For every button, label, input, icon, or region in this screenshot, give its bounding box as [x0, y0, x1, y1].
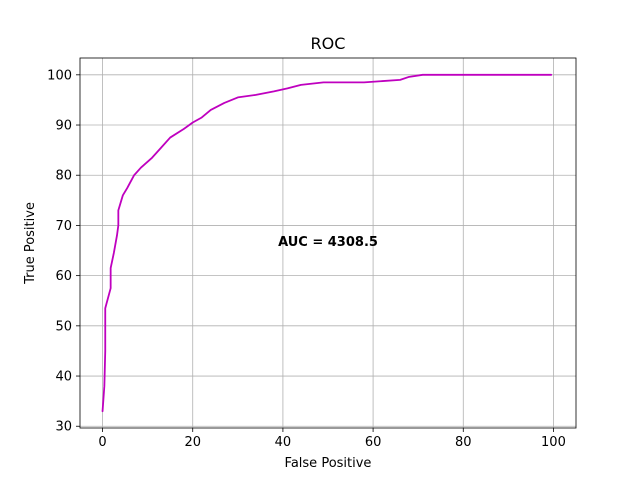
x-tick-label: 0: [98, 435, 106, 450]
x-tick-label: 80: [455, 435, 472, 450]
y-tick-label: 90: [55, 119, 72, 134]
x-axis-label: False Positive: [285, 456, 372, 471]
series-layer: [101, 73, 553, 413]
y-tick-label: 80: [55, 169, 72, 184]
y-tick-label: 100: [47, 68, 72, 83]
y-tick-label: 60: [55, 269, 72, 284]
y-tick-label: 50: [55, 319, 72, 334]
x-tick-label: 20: [184, 435, 201, 450]
grid: [80, 58, 576, 428]
chart-title: ROC: [311, 34, 346, 53]
x-tick-label: 100: [541, 435, 566, 450]
y-axis-label: True Positive: [23, 202, 38, 285]
auc-annotation: AUC = 4308.5: [278, 235, 378, 250]
y-tick-label: 70: [55, 219, 72, 234]
y-tick-label: 40: [55, 370, 72, 385]
y-tick-label: 30: [55, 420, 72, 435]
ticks: 0 20 40 60 80 100 30 40 50 60 70 80 90 100: [47, 68, 566, 450]
x-tick-label: 60: [365, 435, 382, 450]
plot-frame: [79, 57, 577, 429]
x-tick-label: 40: [275, 435, 292, 450]
roc-curve-line: [101, 73, 553, 413]
